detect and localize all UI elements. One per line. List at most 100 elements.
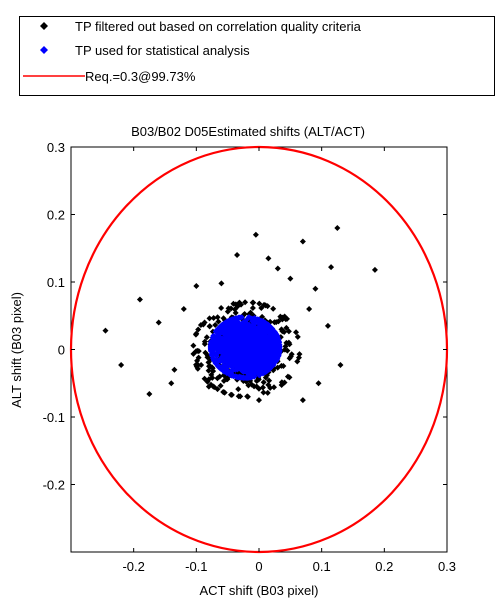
data-point-filtered bbox=[206, 323, 213, 330]
y-tick-label: -0.1 bbox=[43, 410, 65, 425]
data-point-used bbox=[244, 346, 251, 353]
data-point-filtered bbox=[206, 315, 213, 322]
data-point-used bbox=[268, 352, 275, 359]
data-point-filtered bbox=[198, 361, 205, 368]
data-point-filtered bbox=[264, 303, 271, 310]
x-tick-label: 0.2 bbox=[375, 559, 393, 574]
data-point-filtered bbox=[201, 319, 208, 326]
data-point-filtered bbox=[216, 373, 223, 380]
data-point-used bbox=[256, 372, 263, 379]
data-point-filtered bbox=[253, 377, 260, 384]
data-point-filtered bbox=[334, 225, 341, 231]
data-point-filtered bbox=[212, 322, 219, 329]
data-point-filtered bbox=[315, 380, 322, 387]
data-point-used bbox=[253, 369, 260, 376]
data-point-used bbox=[261, 349, 268, 356]
data-point-used bbox=[216, 330, 223, 337]
data-point-used bbox=[225, 356, 232, 363]
data-point-used bbox=[244, 374, 251, 381]
data-point-used bbox=[261, 329, 268, 336]
data-point-used bbox=[225, 337, 232, 344]
data-point-filtered bbox=[190, 350, 197, 357]
data-point-filtered bbox=[209, 374, 216, 381]
data-point-used bbox=[229, 372, 236, 379]
legend-marker-used bbox=[40, 46, 48, 54]
data-point-filtered bbox=[337, 362, 344, 369]
data-point-filtered bbox=[294, 333, 301, 340]
data-point-used bbox=[238, 338, 245, 345]
data-point-filtered bbox=[274, 364, 281, 371]
data-point-filtered bbox=[256, 300, 263, 307]
data-point-used bbox=[235, 319, 242, 326]
data-point-used bbox=[243, 358, 250, 365]
data-point-used bbox=[272, 358, 279, 365]
data-point-used bbox=[261, 335, 268, 342]
data-point-filtered bbox=[299, 397, 306, 404]
data-point-filtered bbox=[203, 334, 210, 341]
data-point-used bbox=[256, 343, 263, 350]
data-point-filtered bbox=[223, 376, 230, 383]
data-point-used bbox=[269, 348, 276, 355]
data-point-used bbox=[238, 328, 245, 335]
data-point-used bbox=[261, 323, 268, 330]
data-point-used bbox=[215, 325, 222, 332]
data-point-filtered bbox=[266, 377, 273, 384]
data-point-filtered bbox=[270, 384, 277, 391]
data-point-filtered bbox=[260, 389, 267, 396]
data-point-filtered bbox=[312, 285, 319, 292]
data-point-used bbox=[267, 342, 274, 349]
data-point-used bbox=[251, 323, 258, 330]
chart-title: B03/B02 D05Estimated shifts (ALT/ACT) bbox=[131, 124, 365, 139]
data-point-used bbox=[218, 337, 225, 344]
data-point-filtered bbox=[205, 367, 212, 374]
data-point-filtered bbox=[224, 308, 231, 315]
data-point-used bbox=[266, 348, 273, 355]
data-point-used bbox=[262, 339, 269, 346]
data-point-filtered bbox=[227, 391, 234, 398]
data-point-filtered bbox=[201, 338, 208, 345]
data-point-used bbox=[216, 343, 223, 350]
data-point-used bbox=[244, 353, 251, 360]
data-point-filtered bbox=[267, 384, 274, 391]
data-point-used bbox=[231, 315, 238, 322]
data-point-used bbox=[240, 347, 247, 354]
y-tick-label: -0.2 bbox=[43, 478, 65, 493]
data-point-used bbox=[227, 328, 234, 335]
data-point-used bbox=[268, 337, 275, 344]
data-point-filtered bbox=[235, 386, 242, 393]
data-point-used bbox=[274, 343, 281, 350]
data-point-used bbox=[227, 369, 234, 376]
data-point-filtered bbox=[180, 306, 187, 312]
data-point-used bbox=[223, 328, 230, 335]
data-point-used bbox=[253, 350, 260, 357]
data-point-used bbox=[248, 343, 255, 350]
legend: TP filtered out based on correlation qua… bbox=[19, 16, 495, 96]
data-point-filtered bbox=[193, 330, 200, 337]
data-point-used bbox=[238, 366, 245, 373]
data-point-filtered bbox=[293, 329, 300, 336]
data-point-filtered bbox=[204, 378, 211, 385]
data-point-used bbox=[254, 360, 261, 367]
data-point-filtered bbox=[214, 386, 221, 393]
data-point-used bbox=[234, 331, 241, 338]
data-point-filtered bbox=[287, 275, 294, 282]
data-point-filtered bbox=[190, 342, 197, 349]
data-point-filtered bbox=[286, 341, 293, 348]
data-point-filtered bbox=[205, 359, 212, 366]
legend-marker-filtered bbox=[40, 22, 48, 30]
data-point-used bbox=[235, 323, 242, 330]
data-point-used bbox=[225, 320, 232, 327]
x-tick-label: 0.1 bbox=[313, 559, 331, 574]
data-point-used bbox=[215, 349, 222, 356]
data-point-filtered bbox=[217, 382, 224, 389]
data-point-used bbox=[234, 345, 241, 352]
data-point-filtered bbox=[324, 322, 331, 329]
data-point-filtered bbox=[285, 328, 292, 335]
data-point-used bbox=[266, 366, 273, 373]
data-point-used bbox=[232, 366, 239, 373]
data-point-used bbox=[220, 352, 227, 359]
data-point-used bbox=[207, 346, 214, 353]
data-point-filtered bbox=[371, 266, 378, 273]
data-point-filtered bbox=[306, 306, 313, 312]
